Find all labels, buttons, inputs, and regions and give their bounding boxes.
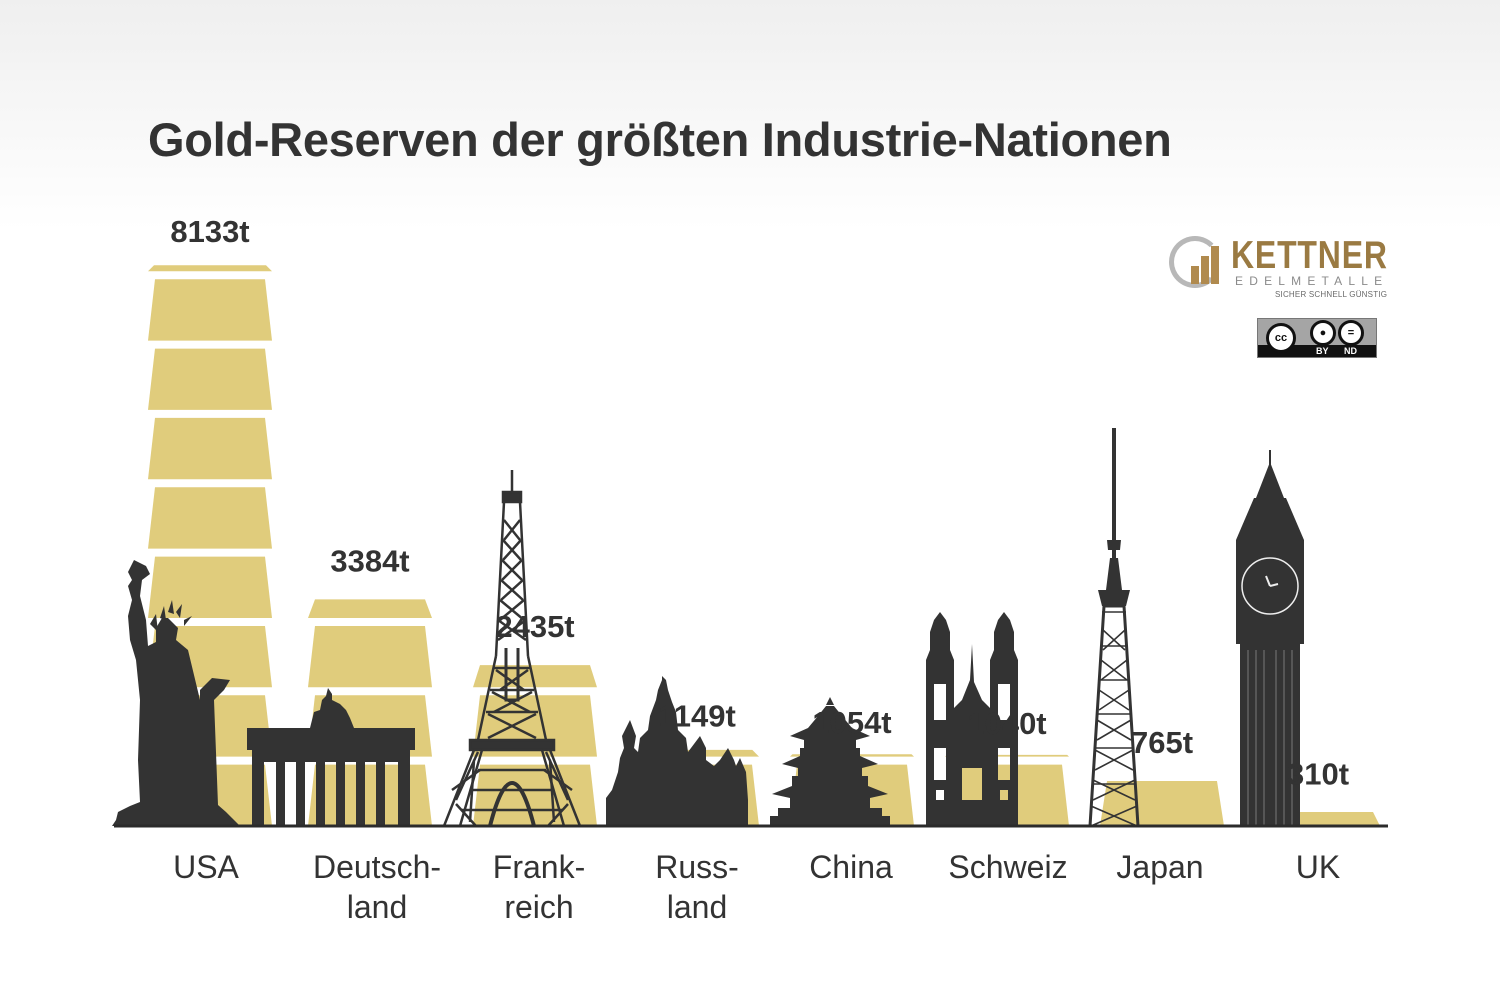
tokyo-skytree-icon: [1088, 428, 1140, 828]
gold-bar-segment: [148, 265, 272, 272]
category-label: Japan: [1116, 849, 1203, 885]
landmarks-layer: [112, 428, 1304, 828]
cc-by-label: BY: [1316, 346, 1329, 356]
value-label: 1040t: [967, 706, 1046, 741]
gold-bar-segment: [148, 487, 272, 549]
value-label: 1149t: [658, 698, 736, 733]
gold-bar-segment: [308, 764, 432, 826]
category-label: Frank-: [493, 849, 585, 885]
category-labels-layer: USA Deutsch-land Frank-reich Russ-land China…: [173, 849, 1340, 925]
value-labels-layer: 8133t 3384t 2435t 1149t 1054t 1040t 765t 310t: [170, 214, 1349, 792]
brandenburg-gate-icon: [247, 688, 415, 826]
logo-subtitle: EDELMETALLE: [1235, 274, 1389, 288]
category-label: China: [809, 849, 893, 885]
logo-ring-icon: [1169, 236, 1221, 288]
value-label: 765t: [1131, 725, 1193, 760]
value-label: 2435t: [495, 609, 574, 644]
statue-of-liberty-icon: [112, 560, 240, 826]
category-label: UK: [1296, 849, 1340, 885]
no-derivatives-icon: =: [1338, 320, 1364, 346]
gold-bar-segment: [308, 625, 432, 688]
value-label: 3384t: [330, 543, 409, 578]
category-label: Russ-: [655, 849, 739, 885]
st-basils-cathedral-icon: [606, 676, 748, 826]
gold-bar-segment: [473, 665, 597, 688]
category-label: reich: [504, 889, 573, 925]
category-label: Schweiz: [948, 849, 1067, 885]
gold-bar-segment: [148, 348, 272, 410]
kettner-logo: KETTNER EDELMETALLE SICHER SCHNELL GÜNST…: [1165, 230, 1389, 305]
grossmuenster-icon: [926, 612, 1018, 826]
gold-bar-segment: [148, 417, 272, 480]
attribution-icon: ●: [1310, 320, 1336, 346]
cc-license-badge: cc ● = BY ND: [1257, 318, 1377, 358]
gold-bar-segment: [148, 556, 272, 618]
gold-bar-segment: [148, 279, 272, 341]
gold-bar-segment: [308, 599, 432, 618]
cc-icon: cc: [1266, 323, 1296, 353]
big-ben-icon: [1236, 450, 1304, 826]
chart-title: Gold-Reserven der größten Industrie-Nati…: [148, 113, 1172, 166]
value-label: 8133t: [170, 214, 249, 249]
category-label: land: [347, 889, 408, 925]
value-label: 310t: [1287, 757, 1349, 792]
value-label: 1054t: [812, 705, 891, 740]
temple-of-heaven-icon: [770, 697, 890, 826]
category-label: land: [667, 889, 728, 925]
logo-brand: KETTNER: [1231, 234, 1388, 277]
eiffel-tower-icon: [442, 470, 582, 827]
category-label: USA: [173, 849, 239, 885]
gold-bar-segment: [1100, 780, 1224, 826]
logo-bars-icon: [1191, 244, 1221, 284]
logo-tagline: SICHER SCHNELL GÜNSTIG: [1275, 290, 1388, 299]
category-label: Deutsch-: [313, 849, 441, 885]
cc-nd-label: ND: [1344, 346, 1357, 356]
